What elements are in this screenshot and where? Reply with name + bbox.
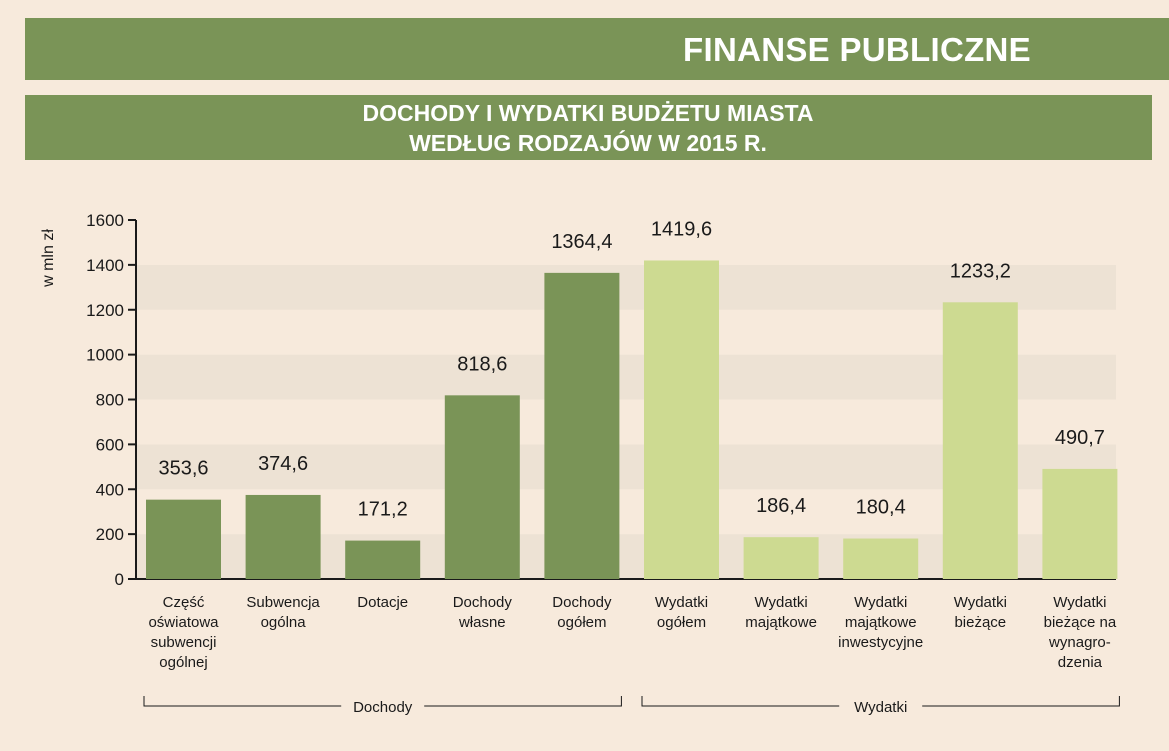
data-label: 374,6: [258, 453, 308, 475]
grid-band: [136, 220, 1116, 265]
category-label: Subwencja ogólna: [246, 594, 320, 631]
data-label: 1364,4: [551, 231, 612, 253]
bar: [345, 540, 421, 579]
bar: [644, 260, 719, 579]
chart-title-bar: [25, 95, 1152, 160]
data-label: 490,7: [1055, 427, 1105, 449]
group-label: Wydatki: [854, 699, 907, 716]
chart-title-line-2: WEDŁUG RODZAJÓW W 2015 R.: [409, 130, 767, 156]
y-tick-label: 1400: [86, 256, 124, 275]
data-label: 171,2: [358, 499, 408, 521]
chart-title: DOCHODY I WYDATKI BUDŻETU MIASTA WEDŁUG …: [25, 98, 1169, 158]
group-bracket: [922, 696, 1120, 707]
group-label: Dochody: [353, 699, 413, 716]
category-label: Wydatki bieżące: [954, 594, 1007, 631]
bar: [245, 494, 321, 579]
y-tick-label: 1000: [86, 346, 124, 365]
group-bracket: [641, 696, 840, 707]
y-tick-label: 0: [115, 570, 124, 589]
group-bracket: [143, 696, 342, 707]
y-tick-label: 200: [96, 525, 124, 544]
data-label: 1233,2: [950, 260, 1011, 282]
y-tick-label: 1200: [86, 301, 124, 320]
bar: [743, 537, 819, 579]
data-label: 186,4: [756, 495, 806, 517]
section-header-bar: [25, 18, 1169, 80]
category-label: Wydatki majątkowe: [745, 594, 817, 631]
bar: [146, 499, 221, 579]
data-label: 818,6: [457, 353, 507, 375]
y-tick-label: 800: [96, 391, 124, 410]
bar: [1042, 468, 1118, 579]
category-label: Dotacje: [357, 594, 408, 611]
chart-title-line-1: DOCHODY I WYDATKI BUDŻETU MIASTA: [362, 100, 814, 126]
category-label: Dochody własne: [453, 594, 513, 631]
category-label: Wydatki bieżące na wynagro-dzenia: [1044, 594, 1117, 671]
bar: [544, 272, 620, 579]
category-label: Wydatki majątkowe inwestycyjne: [838, 594, 923, 651]
section-title: FINANSE PUBLICZNE: [683, 31, 1031, 68]
grid-band: [136, 264, 1116, 310]
y-tick-label: 1600: [86, 211, 124, 230]
y-tick-label: 400: [96, 480, 124, 499]
y-axis-label: w mln zł: [40, 229, 57, 288]
category-label: Część oświatowa subwencji ogólnej: [148, 594, 219, 671]
data-label: 353,6: [158, 458, 208, 480]
category-label: Dochody ogółem: [552, 594, 612, 631]
data-label: 1419,6: [651, 218, 712, 240]
bar: [444, 395, 520, 579]
y-tick-label: 600: [96, 435, 124, 454]
category-label: Wydatki ogółem: [655, 594, 708, 631]
group-bracket: [424, 696, 622, 707]
bar: [843, 538, 919, 579]
bar: [942, 302, 1018, 579]
data-label: 180,4: [856, 497, 906, 519]
